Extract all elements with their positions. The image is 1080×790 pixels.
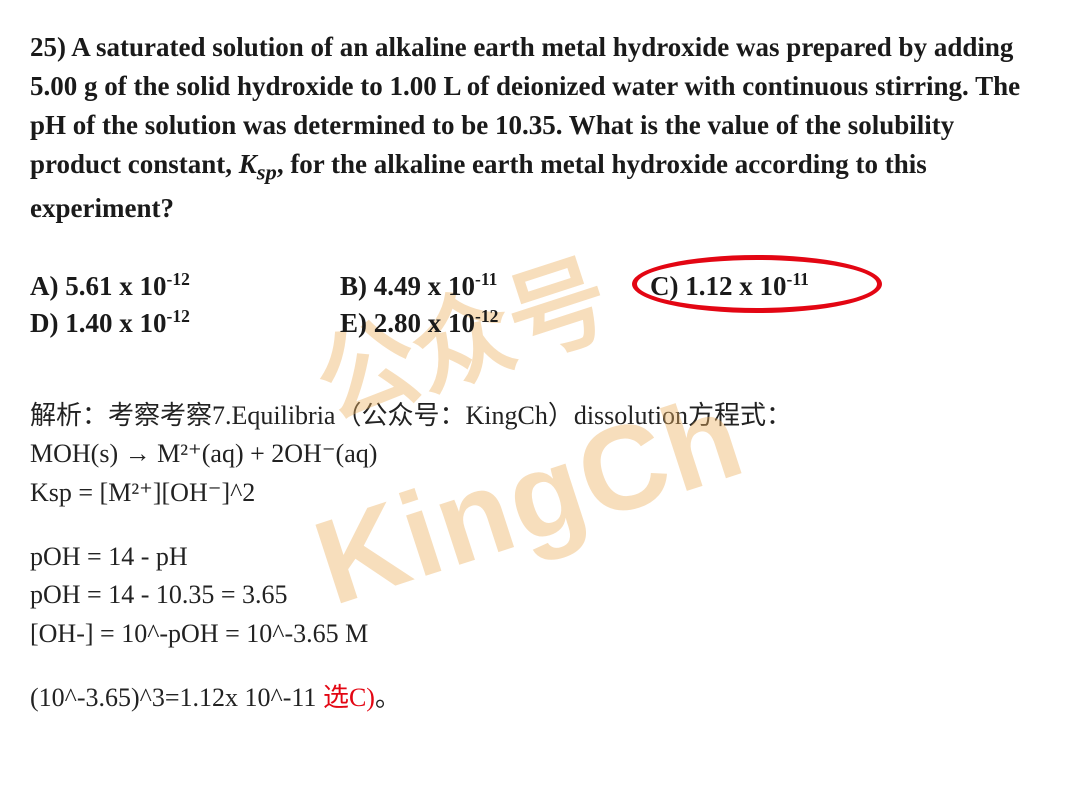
explanation-line-4: pOH = 14 - pH [30, 538, 1050, 576]
ksp-symbol: Ksp [239, 149, 277, 179]
answer-choices: A) 5.61 x 10-12 B) 4.49 x 10-11 C) 1.12 … [30, 271, 1050, 339]
explanation-block-2: pOH = 14 - pH pOH = 14 - 10.35 = 3.65 [O… [30, 538, 1050, 653]
choice-b: B) 4.49 x 10-11 [340, 271, 650, 302]
choice-a: A) 5.61 x 10-12 [30, 271, 340, 302]
explanation-line-6: [OH-] = 10^-pOH = 10^-3.65 M [30, 615, 1050, 653]
explanation-line-1: 解析：考察考察7.Equilibria（公众号：KingCh）dissoluti… [30, 397, 1050, 435]
explanation-line-5: pOH = 14 - 10.35 = 3.65 [30, 576, 1050, 614]
question-text: 25) A saturated solution of an alkaline … [30, 28, 1050, 229]
explanation-line-3: Ksp = [M²⁺][OH⁻]^2 [30, 474, 1050, 512]
explanation-line-2: MOH(s) → M²⁺(aq) + 2OH⁻(aq) [30, 435, 1050, 473]
explanation: 解析：考察考察7.Equilibria（公众号：KingCh）dissoluti… [30, 397, 1050, 718]
choice-e: E) 2.80 x 10-12 [340, 308, 650, 339]
explanation-line-7: (10^-3.65)^3=1.12x 10^-11 选C)。 [30, 679, 1050, 717]
question-number: 25) [30, 32, 66, 62]
explanation-block-1: 解析：考察考察7.Equilibria（公众号：KingCh）dissoluti… [30, 397, 1050, 512]
choice-d: D) 1.40 x 10-12 [30, 308, 340, 339]
answer-highlight: 选C) [323, 683, 375, 712]
choice-c: C) 1.12 x 10-11 [650, 271, 1050, 302]
